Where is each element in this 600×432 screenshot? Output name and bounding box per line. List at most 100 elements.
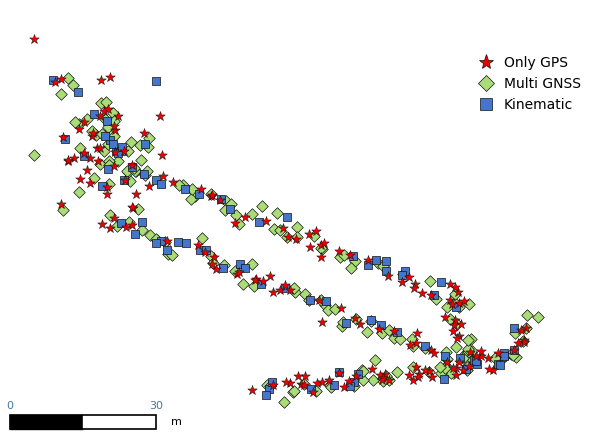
Point [218, 265, 228, 272]
Point [467, 347, 477, 354]
Point [157, 151, 166, 158]
Point [346, 265, 356, 272]
Point [462, 364, 472, 371]
Point [445, 316, 455, 323]
Point [364, 262, 373, 269]
Point [175, 181, 184, 188]
Point [89, 175, 99, 181]
Point [56, 200, 66, 207]
Point [60, 136, 70, 143]
Point [448, 365, 457, 372]
Point [510, 330, 520, 337]
Point [200, 249, 210, 256]
Point [337, 322, 347, 329]
Point [397, 278, 407, 285]
Point [350, 315, 360, 322]
Point [398, 270, 408, 277]
Point [128, 221, 137, 228]
Point [99, 108, 109, 114]
Point [409, 364, 418, 371]
Point [105, 224, 115, 231]
Point [68, 82, 77, 89]
Point [289, 387, 299, 394]
Point [106, 73, 115, 80]
Point [145, 232, 155, 239]
Point [367, 365, 377, 372]
Point [351, 315, 361, 322]
Point [286, 379, 295, 386]
Point [178, 181, 188, 188]
Point [143, 144, 153, 151]
Point [219, 261, 229, 268]
Point [425, 277, 434, 284]
Point [102, 190, 112, 197]
Point [282, 214, 292, 221]
Point [109, 215, 118, 222]
Point [283, 233, 293, 240]
Point [139, 170, 148, 177]
Point [325, 377, 334, 384]
Point [374, 326, 384, 333]
Point [230, 267, 239, 274]
Point [464, 301, 474, 308]
Point [305, 296, 314, 303]
Point [258, 278, 268, 285]
Point [374, 260, 383, 267]
Point [447, 300, 457, 307]
Point [272, 209, 282, 216]
Point [424, 368, 434, 375]
Point [308, 389, 318, 396]
Point [220, 206, 229, 213]
Point [250, 283, 259, 289]
Point [108, 110, 118, 117]
Point [326, 384, 335, 391]
Point [349, 378, 359, 385]
Point [356, 321, 365, 327]
Point [103, 184, 112, 191]
Point [209, 253, 219, 260]
Point [445, 296, 454, 303]
Point [76, 175, 85, 182]
Point [408, 342, 418, 349]
Point [113, 113, 123, 120]
Point [383, 272, 392, 279]
Point [353, 371, 363, 378]
Point [261, 217, 271, 224]
Point [156, 237, 166, 244]
Point [397, 271, 406, 278]
Point [239, 281, 248, 288]
Point [521, 325, 531, 332]
Point [454, 299, 464, 306]
Point [215, 197, 225, 204]
Point [410, 280, 420, 287]
Point [74, 188, 84, 195]
Point [484, 355, 493, 362]
Point [459, 351, 469, 358]
Point [300, 373, 310, 380]
Point [130, 230, 140, 237]
Point [452, 335, 462, 342]
Point [109, 117, 119, 124]
Point [151, 235, 161, 242]
Point [451, 344, 460, 351]
Point [459, 298, 469, 305]
Point [472, 353, 481, 359]
Point [117, 143, 127, 150]
Point [317, 379, 326, 386]
Point [335, 253, 344, 260]
Point [458, 367, 468, 374]
Point [265, 381, 274, 388]
Point [382, 257, 391, 264]
Point [345, 251, 355, 258]
Point [367, 318, 376, 325]
Point [442, 355, 452, 362]
Point [122, 167, 131, 174]
Point [74, 125, 84, 132]
Point [384, 377, 394, 384]
Point [336, 305, 346, 312]
Point [500, 352, 510, 359]
Point [464, 363, 474, 370]
Point [96, 76, 106, 83]
Point [119, 148, 128, 155]
Point [411, 363, 421, 370]
